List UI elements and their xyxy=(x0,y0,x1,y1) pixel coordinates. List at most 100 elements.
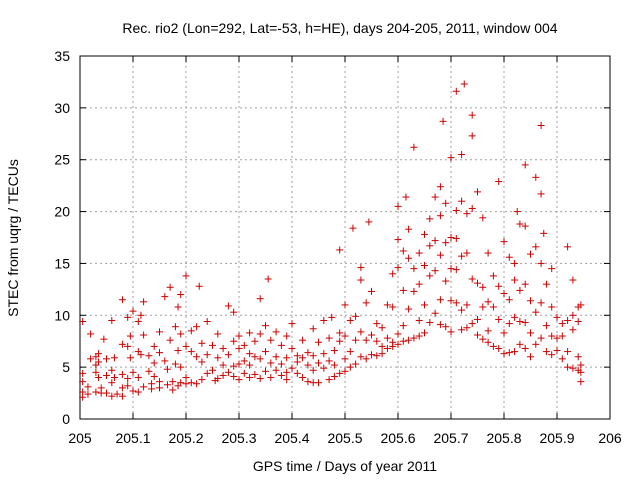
chart-title: Rec. rio2 (Lon=292, Lat=-53, h=HE), days… xyxy=(122,20,557,36)
data-point xyxy=(118,340,126,348)
data-point xyxy=(399,322,407,330)
data-point xyxy=(495,344,503,352)
data-point xyxy=(177,379,185,387)
data-point xyxy=(577,301,585,309)
data-point xyxy=(399,337,407,345)
data-point xyxy=(511,348,519,356)
data-point xyxy=(362,336,370,344)
data-point xyxy=(468,204,476,212)
data-point xyxy=(460,80,468,88)
data-point xyxy=(452,235,460,243)
data-point xyxy=(224,368,232,376)
data-point xyxy=(537,121,545,129)
data-point xyxy=(349,224,357,232)
data-point xyxy=(230,337,238,345)
data-point xyxy=(150,342,158,350)
data-point xyxy=(103,389,110,397)
data-point xyxy=(463,210,471,218)
data-point xyxy=(447,154,455,162)
data-point xyxy=(267,374,275,382)
data-point xyxy=(118,296,126,304)
data-point xyxy=(166,283,174,291)
data-point xyxy=(161,357,169,365)
data-point xyxy=(129,387,137,395)
data-point xyxy=(500,238,508,246)
data-point xyxy=(405,305,413,313)
data-point xyxy=(87,355,95,363)
data-point xyxy=(426,242,434,250)
data-point xyxy=(564,363,572,371)
data-point xyxy=(352,360,360,368)
data-point xyxy=(277,341,285,349)
data-point xyxy=(134,318,142,326)
data-point xyxy=(405,254,413,262)
data-point xyxy=(479,335,487,343)
data-point xyxy=(256,355,264,363)
data-point xyxy=(542,280,550,288)
data-point xyxy=(325,334,333,342)
data-point xyxy=(309,352,317,360)
data-point xyxy=(484,338,492,346)
data-point xyxy=(92,368,100,376)
data-point xyxy=(368,287,375,295)
data-point xyxy=(495,282,503,290)
data-point xyxy=(346,363,354,371)
data-point xyxy=(251,370,259,378)
data-point xyxy=(110,374,118,382)
data-point xyxy=(458,306,466,314)
data-point xyxy=(569,364,577,372)
data-point xyxy=(431,267,439,275)
data-point xyxy=(195,282,203,290)
data-point xyxy=(378,324,386,332)
data-point xyxy=(203,318,211,326)
data-point xyxy=(373,320,381,328)
data-point xyxy=(95,358,103,366)
data-point xyxy=(214,375,222,383)
data-point xyxy=(124,313,132,321)
data-point xyxy=(474,188,481,196)
data-point xyxy=(383,301,391,309)
data-point xyxy=(537,299,545,307)
data-point xyxy=(256,330,264,338)
data-point xyxy=(134,388,142,396)
data-point xyxy=(118,392,126,400)
data-point xyxy=(537,259,545,267)
data-point xyxy=(182,374,190,382)
data-point xyxy=(439,117,447,125)
y-tick-label: 5 xyxy=(62,359,70,375)
data-point xyxy=(436,296,444,304)
data-point xyxy=(328,313,336,321)
data-point xyxy=(421,262,428,270)
data-point xyxy=(219,361,227,369)
data-point xyxy=(458,252,466,260)
data-point xyxy=(336,337,344,345)
data-point xyxy=(410,287,418,295)
data-point xyxy=(357,328,365,336)
data-point xyxy=(447,328,455,336)
data-point xyxy=(272,353,280,361)
data-point xyxy=(394,340,402,348)
data-point xyxy=(521,344,529,352)
data-point xyxy=(277,371,285,379)
data-point xyxy=(272,366,280,374)
data-point xyxy=(373,337,381,345)
data-point xyxy=(203,351,211,359)
data-point xyxy=(346,316,354,324)
data-point xyxy=(447,234,455,241)
data-point xyxy=(224,302,232,310)
data-point xyxy=(235,360,243,368)
data-point xyxy=(468,320,476,328)
data-point xyxy=(156,349,163,357)
data-point xyxy=(405,336,413,344)
data-point xyxy=(320,316,328,324)
data-point xyxy=(145,352,153,360)
data-point xyxy=(436,251,444,259)
data-point xyxy=(320,364,328,372)
data-point xyxy=(458,197,466,205)
data-point xyxy=(163,381,171,389)
data-point xyxy=(264,275,272,283)
data-point xyxy=(527,297,534,305)
data-point xyxy=(219,344,227,352)
data-point xyxy=(489,272,497,280)
data-point xyxy=(532,243,540,251)
